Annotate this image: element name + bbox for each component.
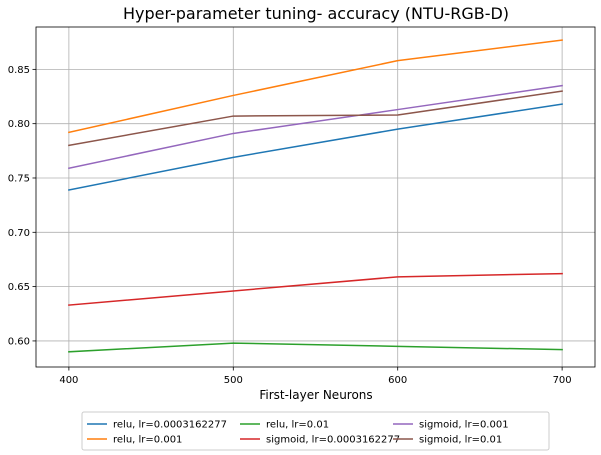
legend-entry: relu, lr=0.001 bbox=[87, 435, 182, 446]
series-line-6 bbox=[68, 90, 563, 147]
legend-label: sigmoid, lr=0.01 bbox=[419, 435, 502, 446]
legend-frame bbox=[81, 411, 550, 451]
y-tick-label: 0.75 bbox=[8, 173, 30, 184]
plot-frame bbox=[35, 26, 596, 368]
y-tick-label: 0.60 bbox=[8, 336, 30, 347]
x-tick-label: 600 bbox=[388, 375, 407, 386]
legend: relu, lr=0.0003162277 relu, lr=0.001 relu,… bbox=[81, 411, 550, 451]
legend-entry: sigmoid, lr=0.0003162277 bbox=[240, 435, 400, 446]
legend-label: sigmoid, lr=0.0003162277 bbox=[266, 435, 400, 446]
y-tick-label: 0.80 bbox=[8, 119, 30, 130]
y-tick-label: 0.70 bbox=[8, 228, 30, 239]
series-line-4 bbox=[68, 272, 563, 306]
legend-label: relu, lr=0.0003162277 bbox=[113, 420, 227, 431]
chart-title: Hyper-parameter tuning- accuracy (NTU-RG… bbox=[123, 4, 509, 23]
legend-entry: relu, lr=0.01 bbox=[240, 420, 329, 431]
grid bbox=[36, 27, 595, 367]
legend-label: relu, lr=0.01 bbox=[266, 420, 329, 431]
legend-label: relu, lr=0.001 bbox=[113, 435, 182, 446]
x-tick-label: 400 bbox=[59, 375, 78, 386]
legend-entry: sigmoid, lr=0.01 bbox=[393, 435, 502, 446]
series-line-5 bbox=[67, 84, 563, 170]
series-lines bbox=[67, 39, 563, 353]
legend-entry: relu, lr=0.0003162277 bbox=[87, 420, 227, 431]
legend-label: sigmoid, lr=0.001 bbox=[419, 420, 509, 431]
y-tick-label: 0.85 bbox=[8, 65, 30, 76]
x-axis-label: First-layer Neurons bbox=[259, 388, 372, 402]
y-tick-label: 0.65 bbox=[8, 282, 30, 293]
axis-ticks: 400 500 600 700 0.60 0.65 0.70 0.75 0.80 0.85 bbox=[8, 65, 572, 386]
x-tick-label: 700 bbox=[553, 375, 572, 386]
legend-entry: sigmoid, lr=0.001 bbox=[393, 420, 509, 431]
series-line-2 bbox=[67, 39, 563, 134]
series-line-3 bbox=[68, 342, 563, 353]
series-line-1 bbox=[67, 103, 563, 191]
x-tick-label: 500 bbox=[224, 375, 243, 386]
